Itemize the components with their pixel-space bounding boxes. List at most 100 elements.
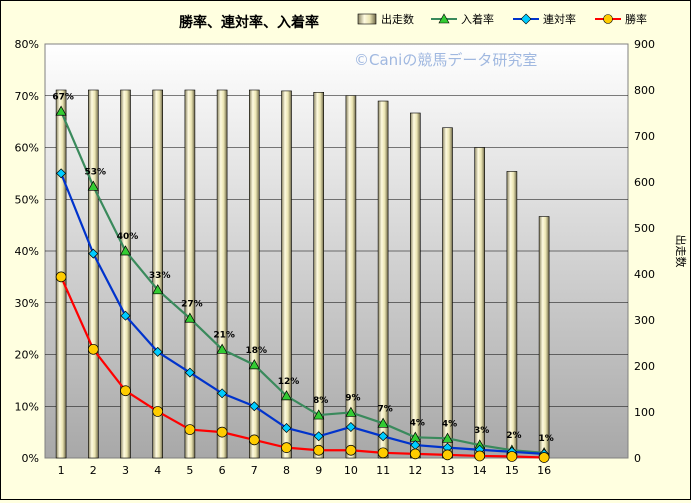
bar-出走数-5 [184,89,196,459]
point-勝率-16 [538,452,550,463]
bar-出走数-6 [216,89,228,459]
bar-出走数-16 [538,216,550,459]
point-入着率-2 [87,180,99,191]
x-tick-label: 9 [315,464,322,477]
legend-label-出走数: 出走数 [381,12,414,26]
point-連対率-1 [56,168,67,179]
legend-marker-入着率 [438,13,450,24]
point-入着率-9 [313,409,325,420]
x-tick-label: 1 [58,464,65,477]
point-勝率-5 [184,424,196,435]
bar-出走数-4 [152,89,163,459]
data-label-入着率-15: 2% [506,431,521,441]
point-勝率-8 [281,442,292,453]
data-label-入着率-9: 8% [313,396,328,406]
legend-label-連対率: 連対率 [543,12,576,26]
x-tick-label: 15 [505,464,519,477]
x-tick-label: 3 [122,464,129,477]
point-入着率-3 [119,245,132,256]
y-left-tick-label: 30% [15,297,39,310]
point-勝率-10 [345,444,357,456]
data-label-入着率-6: 21% [213,330,235,340]
y-left-tick-label: 0% [22,452,39,465]
bar-出走数-2 [88,89,99,459]
y-right-tick-label: 800 [634,84,655,97]
point-入着率-7 [248,359,260,370]
point-連対率-5 [184,367,195,378]
x-tick-label: 2 [90,464,97,477]
y-right-tick-label: 900 [634,38,655,51]
x-tick-label: 14 [473,464,487,477]
bar-出走数-7 [249,89,260,459]
point-連対率-3 [120,310,131,321]
legend: 出走数 入着率 連対率 勝率 [357,12,647,26]
y-left-tick-label: 60% [15,142,39,155]
watermark: ©Caniの競馬データ研究室 [354,51,537,69]
data-label-入着率-8: 12% [278,377,300,387]
y-left-tick-label: 70% [15,90,39,103]
point-入着率-8 [280,390,293,401]
x-tick-label: 12 [408,464,422,477]
y-left-tick-label: 50% [15,193,39,206]
bar-出走数-12 [409,112,421,459]
data-label-入着率-2: 53% [85,167,107,177]
legend-label-勝率: 勝率 [625,12,647,26]
y-left-tick-label: 20% [15,349,39,362]
bar-出走数-8 [281,90,292,459]
point-勝率-12 [409,448,421,460]
data-label-入着率-3: 40% [117,232,139,242]
data-label-入着率-13: 4% [442,419,457,429]
bar-出走数-14 [474,147,486,459]
point-勝率-6 [216,426,228,438]
point-勝率-11 [377,447,389,459]
x-tick-label: 10 [344,464,358,477]
x-tick-label: 13 [441,464,455,477]
data-label-入着率-11: 7% [377,404,392,414]
point-勝率-14 [474,450,486,462]
point-入着率-13 [441,432,454,443]
series-line-入着率 [60,110,545,454]
bar-出走数-3 [120,89,131,459]
point-入着率-1 [55,105,67,116]
point-入着率-11 [377,417,389,428]
point-勝率-13 [442,449,453,461]
point-連対率-4 [152,346,163,357]
y-right-tick-label: 300 [634,314,655,327]
x-tick-label: 8 [283,464,290,477]
bar-出走数-9 [313,92,325,459]
point-連対率-6 [217,388,228,399]
y-right-tick-label: 700 [634,130,655,143]
bar-出走数-13 [442,127,453,459]
x-tick-label: 16 [537,464,551,477]
legend-marker-連対率 [520,13,532,25]
point-勝率-15 [506,451,518,462]
point-入着率-6 [216,343,228,354]
data-label-入着率-4: 33% [149,271,171,281]
point-勝率-2 [87,343,99,355]
x-tick-label: 4 [154,464,161,477]
point-連対率-11 [378,431,389,442]
x-tick-label: 5 [186,464,193,477]
point-入着率-5 [184,312,196,323]
y-right-tick-label: 200 [634,360,655,373]
y-left-tick-label: 80% [15,38,39,51]
y-left-tick-label: 40% [15,245,39,258]
point-入着率-10 [345,406,357,417]
data-label-入着率-14: 3% [474,426,489,436]
point-勝率-4 [152,406,164,417]
chart-title: 勝率、連対率、入着率 [179,14,319,31]
point-勝率-3 [120,385,131,397]
legend-swatch-出走数 [357,13,377,25]
data-label-入着率-12: 4% [410,418,425,428]
x-tick-label: 6 [219,464,226,477]
point-連対率-2 [88,248,99,259]
y-right-tick-label: 600 [634,176,655,189]
data-label-入着率-10: 9% [345,393,360,403]
bar-出走数-10 [345,95,357,459]
bar-出走数-15 [506,171,518,459]
point-勝率-1 [55,271,67,283]
point-入着率-4 [152,284,164,295]
series-line-勝率 [60,276,545,459]
data-label-入着率-16: 1% [538,434,553,444]
